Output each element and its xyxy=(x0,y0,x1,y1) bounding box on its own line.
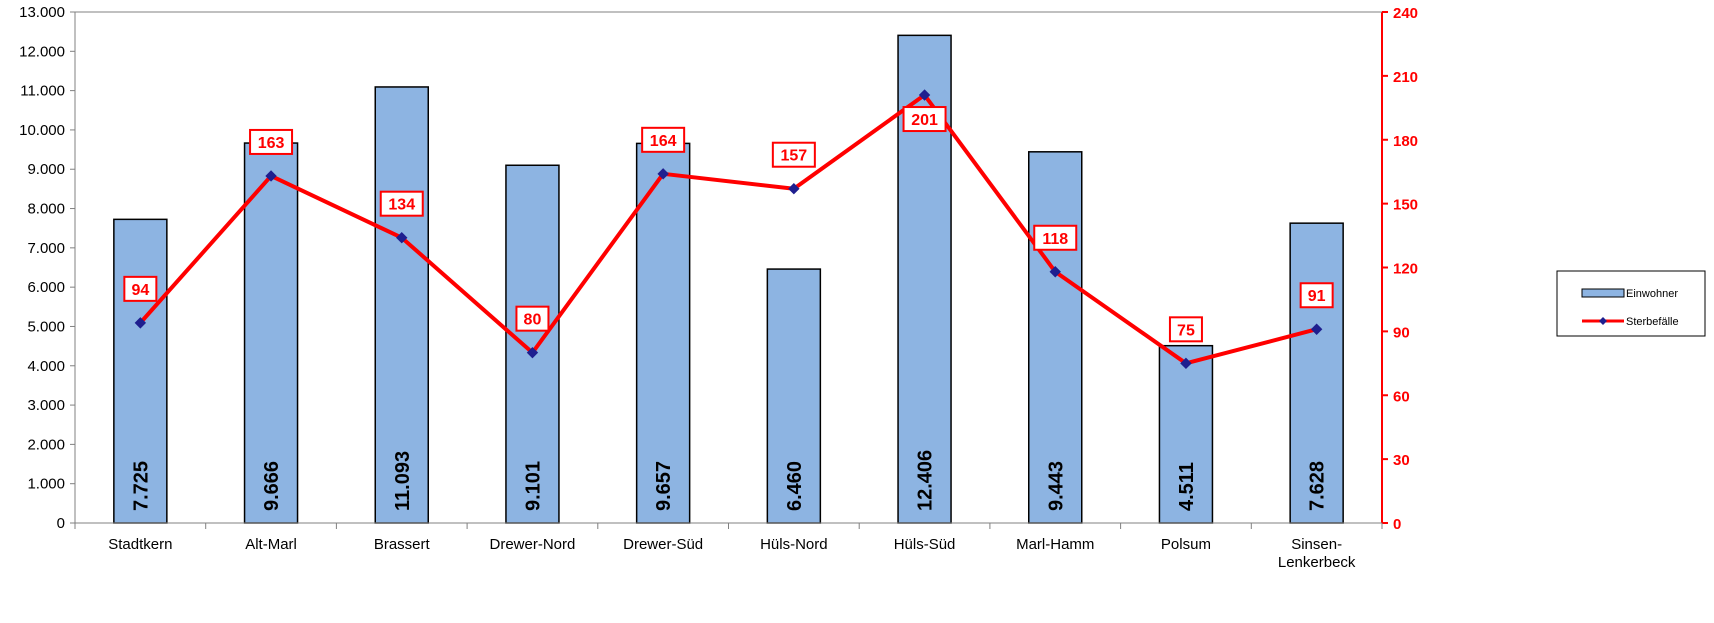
bar-value-label-9: 7.628 xyxy=(1307,461,1329,511)
x-tick-label-0: Stadtkern xyxy=(108,536,172,553)
x-tick-label-7: Marl-Hamm xyxy=(1016,536,1094,553)
line-label-box-5 xyxy=(771,141,816,168)
y-left-tick-label-8: 8.000 xyxy=(27,201,65,218)
legend-label-einwohner: Einwohner xyxy=(1626,288,1678,300)
line-point-6 xyxy=(918,89,931,101)
x-tick-label-9: Sinsen-Lenkerbeck xyxy=(1278,536,1356,571)
line-point-4 xyxy=(657,168,669,180)
line-label-box-4 xyxy=(641,126,686,153)
line-label-box-7 xyxy=(1033,224,1078,251)
line-value-label-6: 201 xyxy=(911,112,938,129)
y-right-tick-label-5: 150 xyxy=(1393,197,1418,214)
bar-value-label-8: 4.511 xyxy=(1176,462,1198,511)
bar-value-label-2: 11.093 xyxy=(392,451,414,511)
y-right-tick-label-6: 180 xyxy=(1393,133,1418,150)
y-left-tick-label-13: 13.000 xyxy=(19,4,65,21)
y-left-tick-label-3: 3.000 xyxy=(27,397,65,414)
x-tick-label-5: Hüls-Nord xyxy=(760,536,828,553)
line-point-1 xyxy=(265,170,277,182)
y-left-tick-label-10: 10.000 xyxy=(19,122,65,139)
line-value-label-2: 134 xyxy=(388,197,415,214)
line-point-2 xyxy=(396,231,408,244)
x-tick-label-6: Hüls-Süd xyxy=(894,536,956,553)
bar-1 xyxy=(243,142,299,524)
line-label-box-1 xyxy=(249,128,294,155)
legend-marker-sterbefaelle xyxy=(1599,317,1607,325)
x-tick-label-2: Brassert xyxy=(374,536,431,553)
line-point-3 xyxy=(526,346,539,359)
line-label-box-3 xyxy=(515,305,550,332)
line-label-box-8 xyxy=(1168,316,1203,343)
x-tick-label-1: Alt-Marl xyxy=(245,536,297,553)
axes: 0 1.000 2.000 3.000 4.000 5.000 6.000 7.000 8.00… xyxy=(19,4,1418,571)
line-label-box-2 xyxy=(379,190,424,217)
line-path xyxy=(138,93,1318,366)
bar-value-label-5: 6.460 xyxy=(784,461,806,511)
y-right-tick-label-1: 30 xyxy=(1393,452,1410,469)
y-left-tick-label-12: 12.000 xyxy=(19,43,65,60)
y-right-tick-label-0: 0 xyxy=(1393,516,1401,533)
bar-series-einwohner xyxy=(113,34,1344,524)
legend-box xyxy=(1556,270,1706,337)
line-point-8 xyxy=(1180,357,1192,370)
x-tick-label-8: Polsum xyxy=(1161,536,1211,553)
line-value-label-7: 118 xyxy=(1042,231,1068,248)
bar-3 xyxy=(505,164,560,524)
bar-9 xyxy=(1289,222,1344,524)
y-left-tick-label-2: 2.000 xyxy=(27,436,65,453)
y-left-tick-label-1: 1.000 xyxy=(27,476,65,493)
y-left-tick-label-0: 0 xyxy=(57,515,65,532)
legend-swatch-einwohner xyxy=(1581,288,1625,298)
bar-value-label-6: 12.406 xyxy=(915,450,937,511)
line-value-label-1: 163 xyxy=(258,135,285,152)
line-value-label-8: 75 xyxy=(1177,322,1195,339)
line-point-5 xyxy=(788,183,800,195)
y-right-tick-label-7: 210 xyxy=(1393,69,1418,86)
y-right-tick-label-8: 240 xyxy=(1393,5,1418,22)
bar-value-label-3: 9.101 xyxy=(522,461,544,511)
bar-value-labels: 7.725 9.666 11.093 9.101 9.657 6.460 12.406 9.4… xyxy=(130,450,1328,511)
line-label-box-0 xyxy=(123,275,158,302)
y-left-tick-label-4: 4.000 xyxy=(27,358,65,375)
bar-7 xyxy=(1028,151,1083,524)
line-value-label-3: 80 xyxy=(524,312,542,329)
bar-5 xyxy=(766,268,822,524)
y-left-tick-label-9: 9.000 xyxy=(27,161,65,178)
x-tick-label-4: Drewer-Süd xyxy=(623,536,703,553)
line-value-label-9: 91 xyxy=(1308,288,1326,305)
bar-2 xyxy=(374,86,429,524)
y-left-tick-label-11: 11.000 xyxy=(20,83,65,100)
bar-0 xyxy=(113,218,168,524)
bar-value-label-7: 9.443 xyxy=(1045,461,1067,511)
y-left-tick-label-7: 7.000 xyxy=(27,240,65,257)
line-value-label-5: 157 xyxy=(780,148,807,165)
line-point-9 xyxy=(1310,323,1323,335)
line-label-box-9 xyxy=(1299,282,1334,309)
bar-value-label-4: 9.657 xyxy=(653,461,675,511)
line-value-label-4: 164 xyxy=(650,133,677,150)
y-right-tick-label-3: 90 xyxy=(1393,324,1410,341)
line-point-7 xyxy=(1049,266,1061,278)
x-tick-label-3: Drewer-Nord xyxy=(490,536,576,553)
y-left-tick-label-5: 5.000 xyxy=(27,318,65,335)
line-label-box-6 xyxy=(902,106,947,133)
legend: Einwohner Sterbefälle xyxy=(1556,270,1706,337)
line-value-label-0: 94 xyxy=(131,282,149,299)
line-point-0 xyxy=(134,317,147,329)
y-right-tick-label-4: 120 xyxy=(1393,261,1418,278)
y-right-tick-label-2: 60 xyxy=(1393,388,1410,405)
bar-value-label-0: 7.725 xyxy=(130,461,152,511)
bar-value-label-1: 9.666 xyxy=(261,461,283,511)
line-series-sterbefaelle: 94 163 134 80 164 157 201 118 75 91 xyxy=(123,89,1334,370)
legend-label-sterbefaelle: Sterbefälle xyxy=(1626,316,1679,328)
y-left-tick-label-6: 6.000 xyxy=(27,279,65,296)
